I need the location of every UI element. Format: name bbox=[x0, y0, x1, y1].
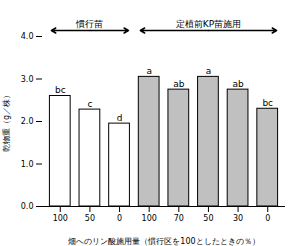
svg-text:1.0: 1.0 bbox=[21, 160, 34, 169]
svg-text:50: 50 bbox=[203, 214, 213, 223]
svg-text:ab: ab bbox=[232, 79, 244, 89]
svg-text:70: 70 bbox=[174, 214, 184, 223]
svg-text:0: 0 bbox=[265, 214, 270, 223]
svg-text:c: c bbox=[87, 99, 92, 109]
svg-text:50: 50 bbox=[85, 214, 95, 223]
svg-text:定植前KP苗施用: 定植前KP苗施用 bbox=[176, 19, 241, 29]
svg-text:ab: ab bbox=[173, 79, 185, 89]
svg-text:0: 0 bbox=[117, 214, 122, 223]
svg-text:0.0: 0.0 bbox=[21, 202, 34, 211]
svg-text:2.0: 2.0 bbox=[21, 117, 34, 126]
svg-text:3.0: 3.0 bbox=[21, 75, 34, 84]
svg-text:乾物重（g／株）: 乾物重（g／株） bbox=[2, 91, 11, 152]
svg-text:a: a bbox=[206, 66, 212, 76]
svg-text:bc: bc bbox=[262, 98, 273, 108]
svg-text:100: 100 bbox=[142, 214, 157, 223]
svg-text:4.0: 4.0 bbox=[21, 32, 34, 41]
svg-text:畑へのリン酸施用量（慣行区を100としたときの％）: 畑へのリン酸施用量（慣行区を100としたときの％） bbox=[68, 237, 259, 246]
svg-text:a: a bbox=[146, 66, 152, 76]
svg-text:30: 30 bbox=[233, 214, 243, 223]
svg-text:100: 100 bbox=[53, 214, 68, 223]
svg-text:d: d bbox=[117, 113, 123, 123]
svg-text:bc: bc bbox=[55, 85, 66, 95]
svg-text:慣行苗: 慣行苗 bbox=[75, 19, 103, 29]
